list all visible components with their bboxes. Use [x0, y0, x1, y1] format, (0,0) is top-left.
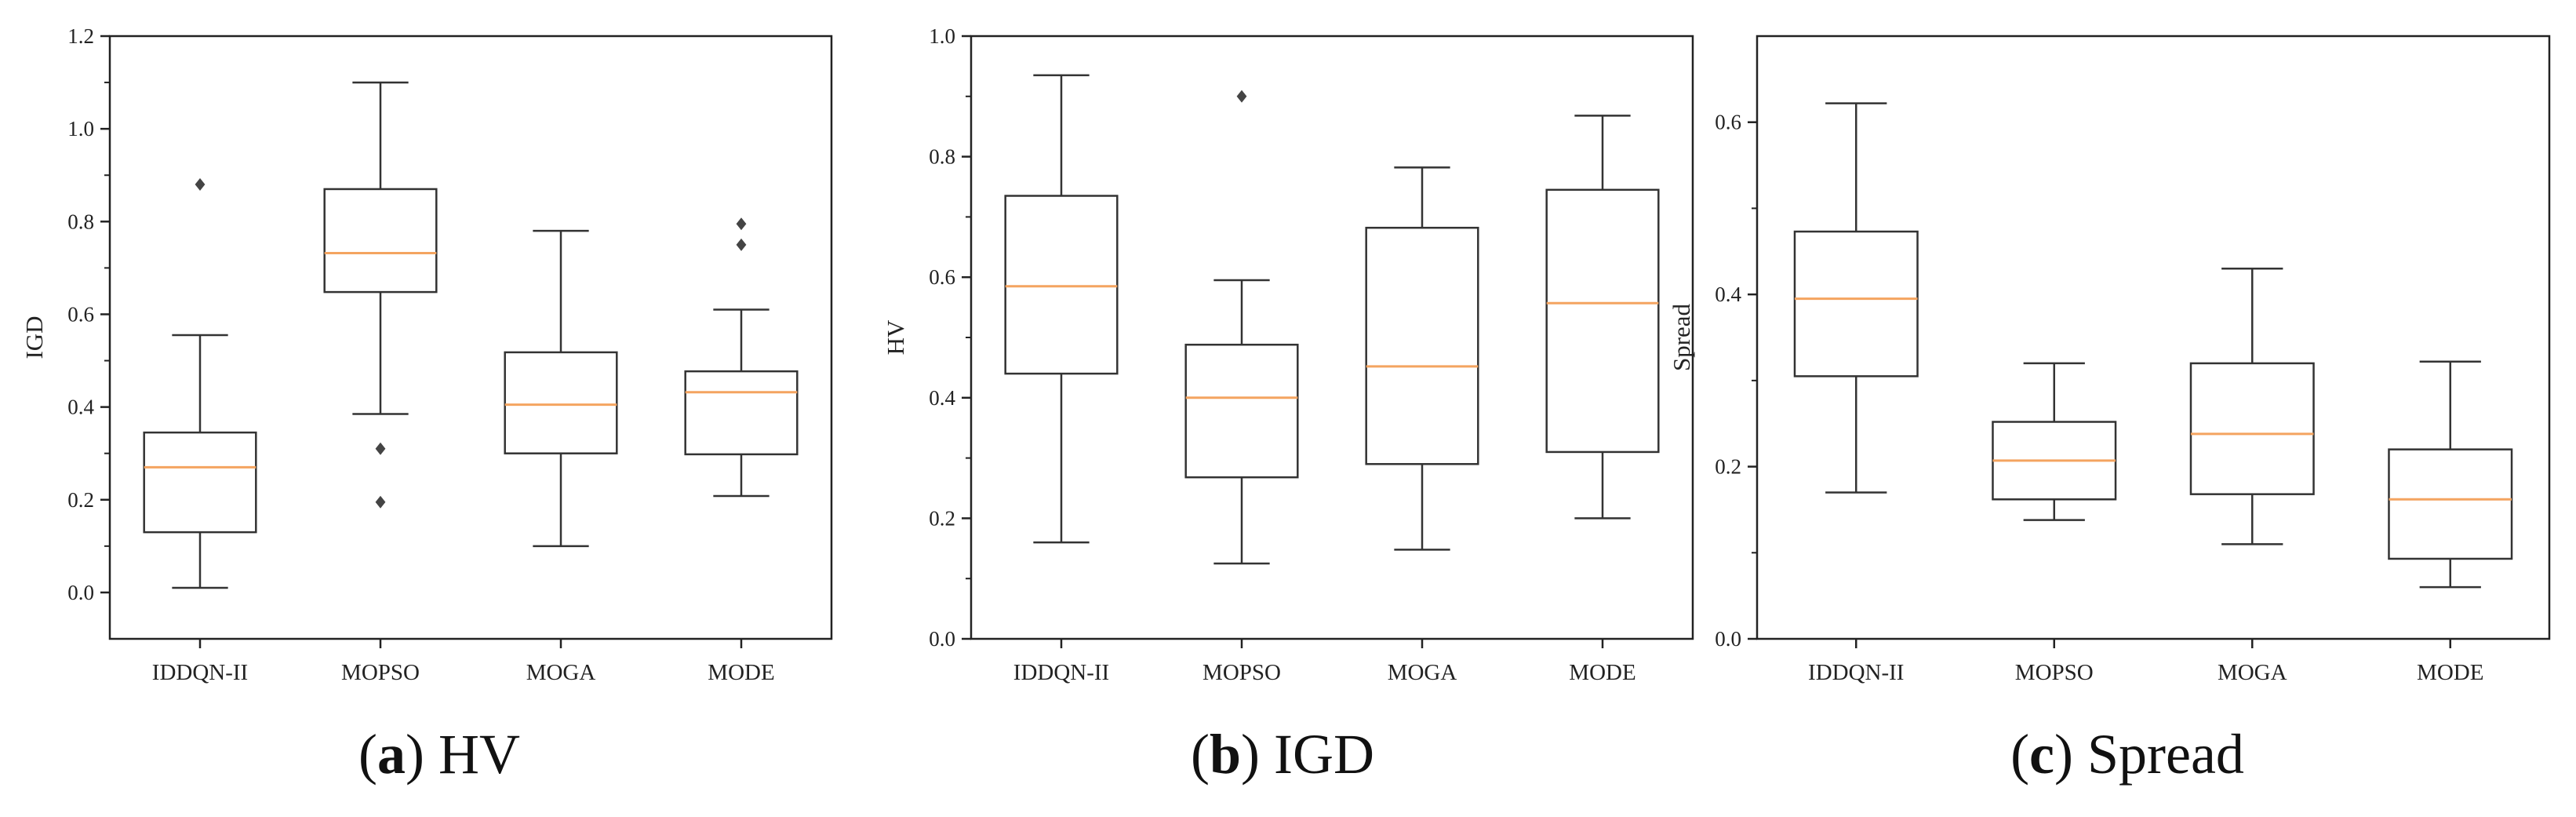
- y-tick-label: 1.0: [67, 117, 94, 140]
- plot-frame: [970, 35, 1694, 640]
- caption-title: ) Spread: [2054, 723, 2244, 786]
- box-MOPSO: [323, 81, 438, 509]
- outlier-point: [736, 217, 747, 231]
- outlier-point: [736, 238, 747, 251]
- box-iqr: [1365, 226, 1479, 465]
- box-MODE: [684, 217, 799, 498]
- x-tick-label: IDDQN-II: [152, 660, 248, 685]
- plot-frame: [1756, 35, 2551, 640]
- x-tick-label: MOGA: [2218, 660, 2287, 685]
- x-tick-label: MODE: [708, 660, 774, 685]
- caption-letter: a: [377, 723, 406, 786]
- box-MOGA: [1365, 166, 1479, 551]
- y-tick-label: 0.6: [1715, 111, 1741, 134]
- box-iqr: [143, 431, 257, 534]
- x-tick-label: MOPSO: [2015, 660, 2094, 685]
- box-IDDQN-II: [143, 178, 257, 589]
- box-iqr: [1184, 343, 1299, 479]
- box-IDDQN-II: [1004, 74, 1119, 544]
- y-tick-label: 0.4: [67, 396, 94, 419]
- caption-paren-open: (: [2010, 723, 2029, 786]
- box-MOGA: [2189, 267, 2315, 545]
- panel-caption: (b) IGD: [1191, 723, 1374, 786]
- box-MODE: [1545, 115, 1660, 520]
- box-iqr: [2388, 448, 2513, 560]
- x-tick-label: MOGA: [526, 660, 596, 685]
- outlier-point: [195, 178, 206, 191]
- y-tick-label: 0.4: [929, 386, 955, 410]
- x-tick-label: MOPSO: [1202, 660, 1281, 685]
- caption-paren-open: (: [358, 723, 377, 786]
- box-iqr: [684, 370, 799, 456]
- panel-c: 0.0 0.2 0.4 0.6 Spread IDDQN-II MOPSO MOGA MODE (…: [1668, 35, 2551, 786]
- outlier-point: [1236, 89, 1247, 103]
- panel-b: 0.0 0.2 0.4 0.6 0.8 1.0 HV IDDQN-II MOPSO MOGA MOD…: [882, 24, 1694, 786]
- x-tick-label: MODE: [1569, 660, 1635, 685]
- y-tick-label: 0.8: [67, 210, 94, 233]
- y-tick-label: 0.4: [1715, 283, 1741, 306]
- box-iqr: [1004, 195, 1119, 375]
- panel-caption: (a) HV: [358, 723, 520, 786]
- y-axis-label: Spread: [1668, 303, 1695, 371]
- y-tick-label: 0.0: [929, 627, 955, 651]
- y-tick-label: 0.2: [929, 506, 955, 530]
- outlier-point: [375, 442, 386, 455]
- caption-title: ) HV: [406, 723, 520, 786]
- box-MOGA: [504, 229, 618, 548]
- y-tick-label: 0.0: [67, 581, 94, 604]
- caption-letter: b: [1210, 723, 1241, 786]
- panel-caption: (c) Spread: [2010, 723, 2244, 786]
- box-iqr: [2189, 362, 2315, 495]
- x-tick-label: MOGA: [1388, 660, 1457, 685]
- y-tick-label: 1.0: [929, 24, 955, 48]
- box-iqr: [323, 188, 438, 294]
- y-tick-label: 0.2: [1715, 455, 1741, 479]
- outlier-point: [375, 495, 386, 509]
- box-IDDQN-II: [1793, 102, 1919, 494]
- caption-paren-open: (: [1191, 723, 1210, 786]
- box-iqr: [504, 351, 618, 454]
- box-iqr: [1793, 230, 1919, 377]
- y-tick-label: 0.0: [1715, 627, 1741, 651]
- x-tick-label: IDDQN-II: [1013, 660, 1109, 685]
- plot-frame: [108, 35, 833, 640]
- box-MODE: [2388, 360, 2513, 589]
- y-tick-label: 0.6: [67, 302, 94, 326]
- caption-title: ) IGD: [1241, 723, 1374, 786]
- box-MOPSO: [1992, 362, 2117, 521]
- y-tick-label: 0.2: [67, 488, 94, 512]
- y-tick-label: 0.6: [929, 265, 955, 289]
- panel-a: 0.0 0.2 0.4 0.6 0.8 1.0 1.2 IGD IDDQN-II MOPSO MOG…: [20, 24, 833, 786]
- x-tick-label: IDDQN-II: [1808, 660, 1904, 685]
- x-tick-label: MODE: [2417, 660, 2483, 685]
- x-tick-label: MOPSO: [341, 660, 420, 685]
- y-tick-label: 0.8: [929, 145, 955, 169]
- y-axis-label: IGD: [20, 315, 48, 359]
- y-axis-label: HV: [882, 319, 909, 355]
- y-tick-label: 1.2: [67, 24, 94, 48]
- caption-letter: c: [2029, 723, 2054, 786]
- box-MOPSO: [1184, 89, 1299, 565]
- box-iqr: [1545, 188, 1660, 454]
